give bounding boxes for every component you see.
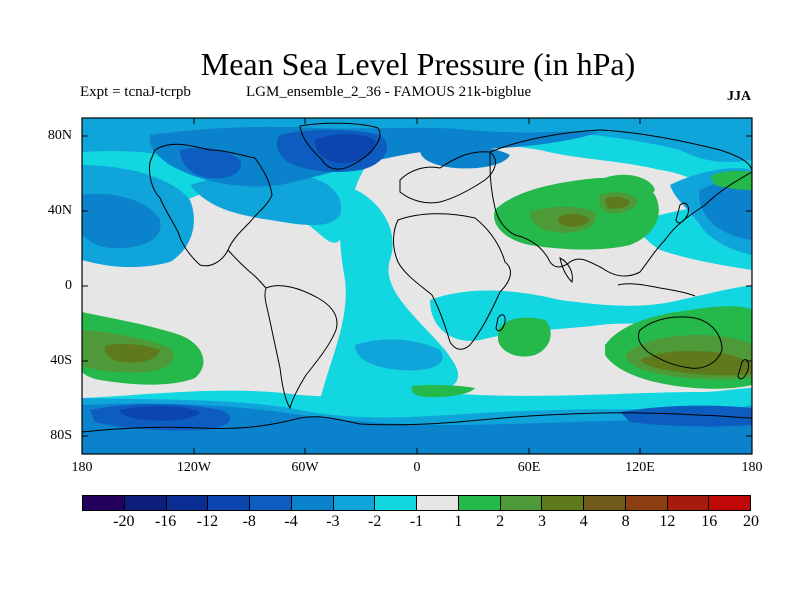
contour-neg2-satlantic	[355, 339, 443, 371]
contour-neg3-europe	[420, 145, 510, 169]
lon-label-120e: 120E	[625, 460, 655, 475]
colorbar-swatch	[667, 496, 710, 510]
coast-greenland	[299, 122, 381, 170]
colorbar-label: 4	[579, 513, 588, 530]
contour-pos1-satl-south	[411, 384, 475, 398]
contour-neg8-south	[120, 406, 200, 421]
contour-pos1-sindian	[498, 317, 551, 357]
colorbar-label: -20	[113, 513, 135, 530]
coast-antarctica	[82, 412, 752, 433]
colorbar-label: -16	[154, 513, 177, 530]
coast-europe	[399, 151, 496, 204]
lat-label-80n: 80N	[47, 128, 72, 143]
contour-neg4-canada	[180, 147, 241, 179]
contour-pos3-tibet	[605, 196, 630, 209]
colorbar-label: -3	[326, 513, 340, 530]
colorbar-label: 20	[743, 513, 759, 530]
colorbar-label: 3	[537, 513, 546, 530]
colorbar-label: -1	[409, 513, 424, 530]
map-title: Mean Sea Level Pressure (in hPa)	[200, 46, 636, 82]
lon-label-0: 0	[413, 460, 421, 475]
colorbar-swatch	[166, 496, 209, 510]
colorbar-label: 12	[659, 513, 676, 530]
contour-pos3-spacific	[104, 343, 160, 363]
colorbar-swatch	[500, 496, 543, 510]
contour-neg8-greenland	[315, 134, 376, 164]
contour-neg3-pacific-e	[699, 179, 752, 240]
lat-label-40s: 40S	[50, 353, 72, 368]
coast-south-america	[264, 285, 338, 410]
map-fill	[82, 118, 752, 454]
coastlines	[82, 122, 752, 433]
lat-label-40n: 40N	[47, 203, 72, 218]
run-label: LGM_ensemble_2_36 - FAMOUS 21k-bigblue	[246, 84, 532, 100]
lat-label-80s: 80S	[50, 428, 72, 443]
colorbar-swatch	[208, 496, 250, 510]
colorbar-swatch	[625, 496, 668, 510]
contour-pos1-npacific-e	[710, 170, 752, 190]
experiment-label: Expt = tcnaJ-tcrpb	[80, 84, 191, 100]
lat-label-0: 0	[65, 278, 72, 293]
colorbar-label: -12	[196, 513, 219, 530]
contour-neg4-south-e	[620, 405, 752, 427]
colorbar-swatch	[542, 496, 584, 510]
colorbar-label: -4	[284, 513, 298, 530]
coast-new-zealand	[737, 359, 749, 380]
coast-japan	[675, 202, 689, 224]
coast-australia	[637, 316, 723, 369]
coast-indonesia	[617, 283, 696, 297]
colorbar-swatch	[333, 496, 376, 510]
colorbar-swatch	[375, 496, 417, 510]
colorbar-swatch	[291, 496, 334, 510]
coast-india	[559, 257, 573, 284]
contour-neg3-npacific	[82, 193, 161, 249]
axis-ticks	[82, 118, 752, 454]
contour-pos3-eurasia	[558, 213, 590, 227]
colorbar-label: 2	[496, 513, 505, 530]
colorbar-label: -8	[242, 513, 256, 530]
colorbar-swatch	[458, 496, 501, 510]
coast-north-america	[149, 143, 273, 267]
colorbar-label: 8	[621, 513, 630, 530]
contour-neg2-greenland	[190, 173, 341, 225]
coast-africa	[393, 213, 511, 350]
lon-label-180e: 180	[741, 460, 763, 475]
colorbar-label: 16	[701, 513, 718, 530]
contour-pos3-australia	[640, 350, 752, 376]
colorbar-swatch	[83, 496, 125, 510]
coast-central-america	[227, 249, 267, 289]
colorbar-swatch	[709, 496, 750, 510]
coast-asia	[489, 129, 752, 277]
colorbar	[82, 495, 751, 511]
lon-label-180w: 180	[71, 460, 93, 475]
colorbar-swatch	[124, 496, 167, 510]
season-label: JJA	[727, 89, 752, 104]
colorbar-swatch	[250, 496, 292, 510]
colorbar-swatch	[584, 496, 626, 510]
lon-label-60w: 60W	[291, 460, 319, 475]
coast-madagascar	[495, 314, 506, 332]
colorbar-label: -2	[368, 513, 382, 530]
lon-label-60e: 60E	[517, 460, 541, 475]
contour-neg3-south	[82, 403, 752, 454]
lon-label-120w: 120W	[176, 460, 212, 475]
colorbar-label: 1	[454, 513, 463, 530]
colorbar-swatch	[417, 496, 459, 510]
